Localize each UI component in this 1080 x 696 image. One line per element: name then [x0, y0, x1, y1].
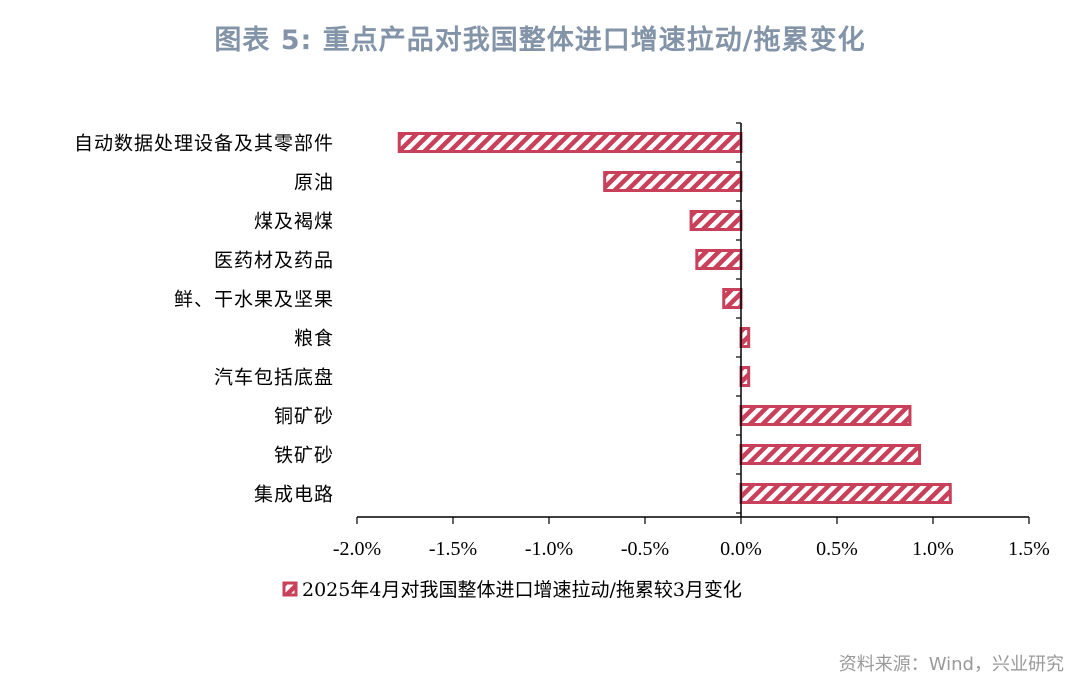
category-label: 集成电路	[254, 484, 334, 506]
x-tick-label: -2.0%	[333, 538, 381, 560]
bar-1	[603, 171, 743, 192]
bar-9	[739, 483, 952, 504]
category-label: 自动数据处理设备及其零部件	[74, 133, 334, 155]
legend-label: 2025年4月对我国整体进口增速拉动/拖累较3月变化	[302, 579, 742, 601]
category-label: 粮食	[294, 328, 334, 350]
category-label: 煤及褐煤	[254, 211, 334, 233]
category-label: 医药材及药品	[214, 250, 334, 272]
x-tick-label: 1.0%	[912, 538, 954, 560]
bar-6	[739, 366, 751, 387]
legend-swatch	[282, 581, 298, 597]
source-note: 资料来源：Wind，兴业研究	[838, 654, 1064, 675]
category-label: 鲜、干水果及坚果	[174, 289, 334, 311]
x-tick-label: -1.0%	[525, 538, 573, 560]
bar-chart: 自动数据处理设备及其零部件原油煤及褐煤医药材及药品鲜、干水果及坚果粮食汽车包括底…	[74, 122, 1050, 601]
x-tick-label: -1.5%	[429, 538, 477, 560]
x-tick-label: -0.5%	[621, 538, 669, 560]
x-tick-label: 0.0%	[720, 538, 762, 560]
x-tick-label: 1.5%	[1008, 538, 1050, 560]
bar-4	[722, 288, 743, 309]
bar-8	[739, 444, 922, 465]
category-label: 铜矿砂	[274, 406, 334, 428]
bar-0	[397, 132, 743, 153]
category-label: 铁矿砂	[274, 445, 334, 467]
bar-2	[689, 210, 743, 231]
chart-title: 图表 5: 重点产品对我国整体进口增速拉动/拖累变化	[214, 25, 866, 56]
x-tick-label: 0.5%	[816, 538, 858, 560]
bar-7	[739, 405, 912, 426]
category-label: 原油	[294, 172, 334, 194]
category-label: 汽车包括底盘	[214, 367, 334, 389]
bar-5	[739, 327, 751, 348]
bar-3	[695, 249, 743, 270]
